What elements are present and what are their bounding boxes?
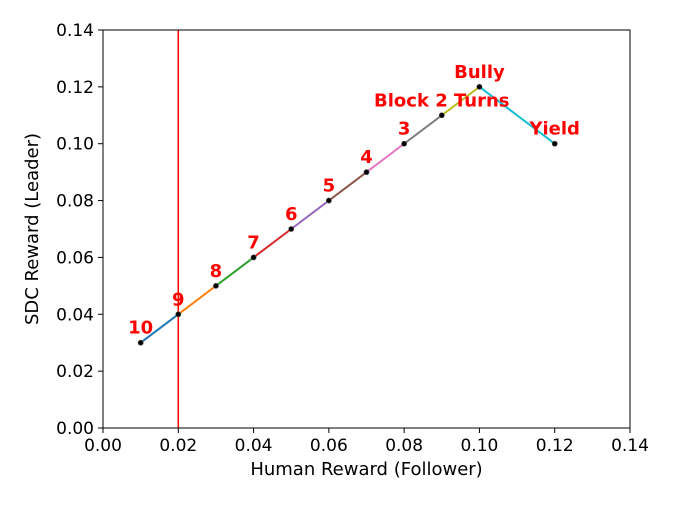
data-point xyxy=(476,83,483,90)
annotation-label: 7 xyxy=(247,232,260,253)
annotation-label: Yield xyxy=(528,119,579,140)
y-tick-label: 0.06 xyxy=(56,248,94,268)
y-tick-label: 0.08 xyxy=(56,192,94,212)
series-segment xyxy=(290,199,330,230)
annotation-label: 6 xyxy=(285,204,298,225)
series-segment xyxy=(365,142,405,173)
y-tick-label: 0.02 xyxy=(56,362,94,382)
y-tick-label: 0.14 xyxy=(56,21,94,41)
y-axis: 0.00 0.02 0.04 0.06 0.08 0.10 0.12 0.14 xyxy=(56,21,103,439)
data-point xyxy=(401,140,408,147)
y-tick-label: 0.04 xyxy=(56,305,94,325)
series-segment xyxy=(215,256,255,287)
data-point xyxy=(438,112,445,119)
y-tick-label: 0.00 xyxy=(56,419,94,439)
series-segment xyxy=(252,228,292,259)
annotation-label: Block 2 Turns xyxy=(374,90,509,111)
x-tick-label: 0.02 xyxy=(159,436,197,456)
series-segment xyxy=(403,114,443,145)
x-tick-label: 0.04 xyxy=(235,436,273,456)
x-tick-label: 0.14 xyxy=(611,436,649,456)
series-segment xyxy=(478,86,556,145)
series-segment xyxy=(441,86,481,117)
y-tick-label: 0.10 xyxy=(56,135,94,155)
data-point xyxy=(363,169,370,176)
plot-frame xyxy=(102,29,631,429)
series-segment xyxy=(140,313,179,344)
data-point xyxy=(551,140,558,147)
plot-area: 10 9 8 7 6 5 4 3 Block 2 Turns Bully Yield xyxy=(102,29,631,429)
data-point xyxy=(175,311,182,318)
annotation-label: 5 xyxy=(323,176,336,197)
series-segment xyxy=(328,171,368,202)
annotation-label: 10 xyxy=(128,318,153,339)
annotation-label: 3 xyxy=(398,119,411,140)
x-tick-label: 0.06 xyxy=(310,436,348,456)
series-segment xyxy=(177,285,217,316)
data-point xyxy=(137,339,144,346)
data-point xyxy=(213,282,219,289)
annotation-label: 9 xyxy=(172,289,185,310)
annotation-label: 8 xyxy=(210,261,223,282)
x-axis-label: Human Reward (Follower) xyxy=(250,459,482,480)
y-tick-label: 0.12 xyxy=(56,78,94,98)
y-axis-label: SDC Reward (Leader) xyxy=(22,133,43,325)
annotation-label: Bully xyxy=(454,62,505,83)
x-axis: 0.00 0.02 0.04 0.06 0.08 0.10 0.12 0.14 xyxy=(84,428,649,456)
x-tick-label: 0.10 xyxy=(460,436,498,456)
x-tick-label: 0.00 xyxy=(84,436,122,456)
annotation-label: 4 xyxy=(360,147,373,168)
data-point xyxy=(325,197,332,204)
data-point xyxy=(250,254,257,261)
data-point xyxy=(288,226,295,232)
x-tick-label: 0.08 xyxy=(385,436,423,456)
x-tick-label: 0.12 xyxy=(536,436,574,456)
